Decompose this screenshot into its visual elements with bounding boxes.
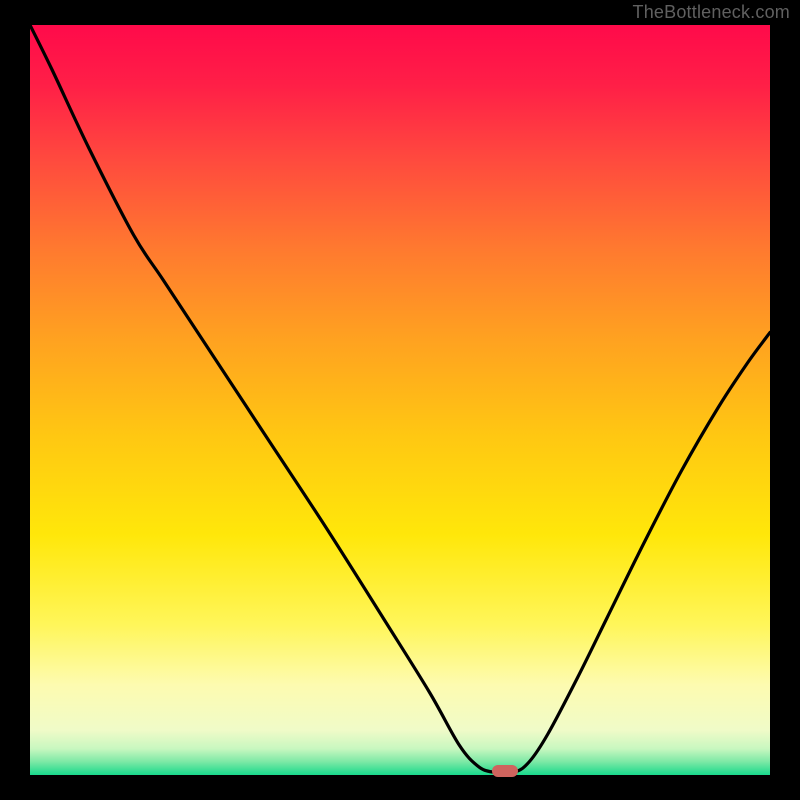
attribution-label: TheBottleneck.com bbox=[633, 2, 790, 23]
optimum-marker bbox=[492, 765, 519, 777]
chart-stage: TheBottleneck.com bbox=[0, 0, 800, 800]
bottleneck-curve bbox=[30, 25, 770, 775]
plot-area bbox=[30, 25, 770, 775]
